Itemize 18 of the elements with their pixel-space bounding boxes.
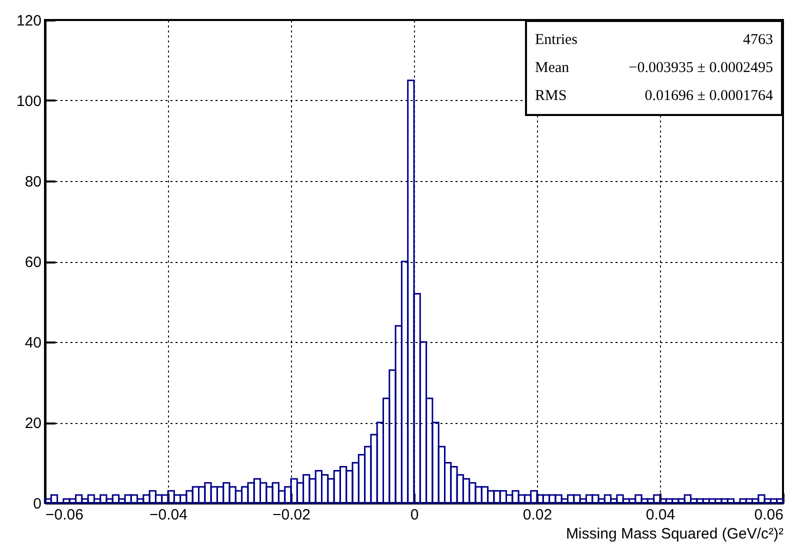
x-tick-label: 0.04: [646, 506, 676, 524]
x-axis-title: Missing Mass Squared (GeV/c²)²: [566, 526, 784, 542]
x-tick-label: 0: [410, 506, 419, 524]
x-tick-label: −0.04: [150, 506, 188, 524]
y-tick-label: 120: [16, 12, 42, 30]
x-tick-label: −0.06: [46, 506, 84, 524]
text: Mean −0.003935 ± 0.0002495: [535, 60, 773, 76]
y-tick-label: 100: [16, 93, 42, 110]
text: Entries 4763: [535, 32, 773, 48]
text: RMS 0.01696 ± 0.0001764: [535, 88, 773, 104]
y-tick-label: 60: [24, 254, 42, 271]
x-tick-label: 0.02: [522, 506, 552, 524]
y-tick-label: 20: [24, 415, 42, 432]
y-tick-label: 0: [33, 496, 42, 512]
x-tick-label: −0.02: [272, 506, 310, 524]
y-tick-label: 40: [24, 334, 42, 352]
y-tick-label: 80: [24, 174, 42, 190]
x-tick-label: 0.06: [754, 506, 784, 524]
